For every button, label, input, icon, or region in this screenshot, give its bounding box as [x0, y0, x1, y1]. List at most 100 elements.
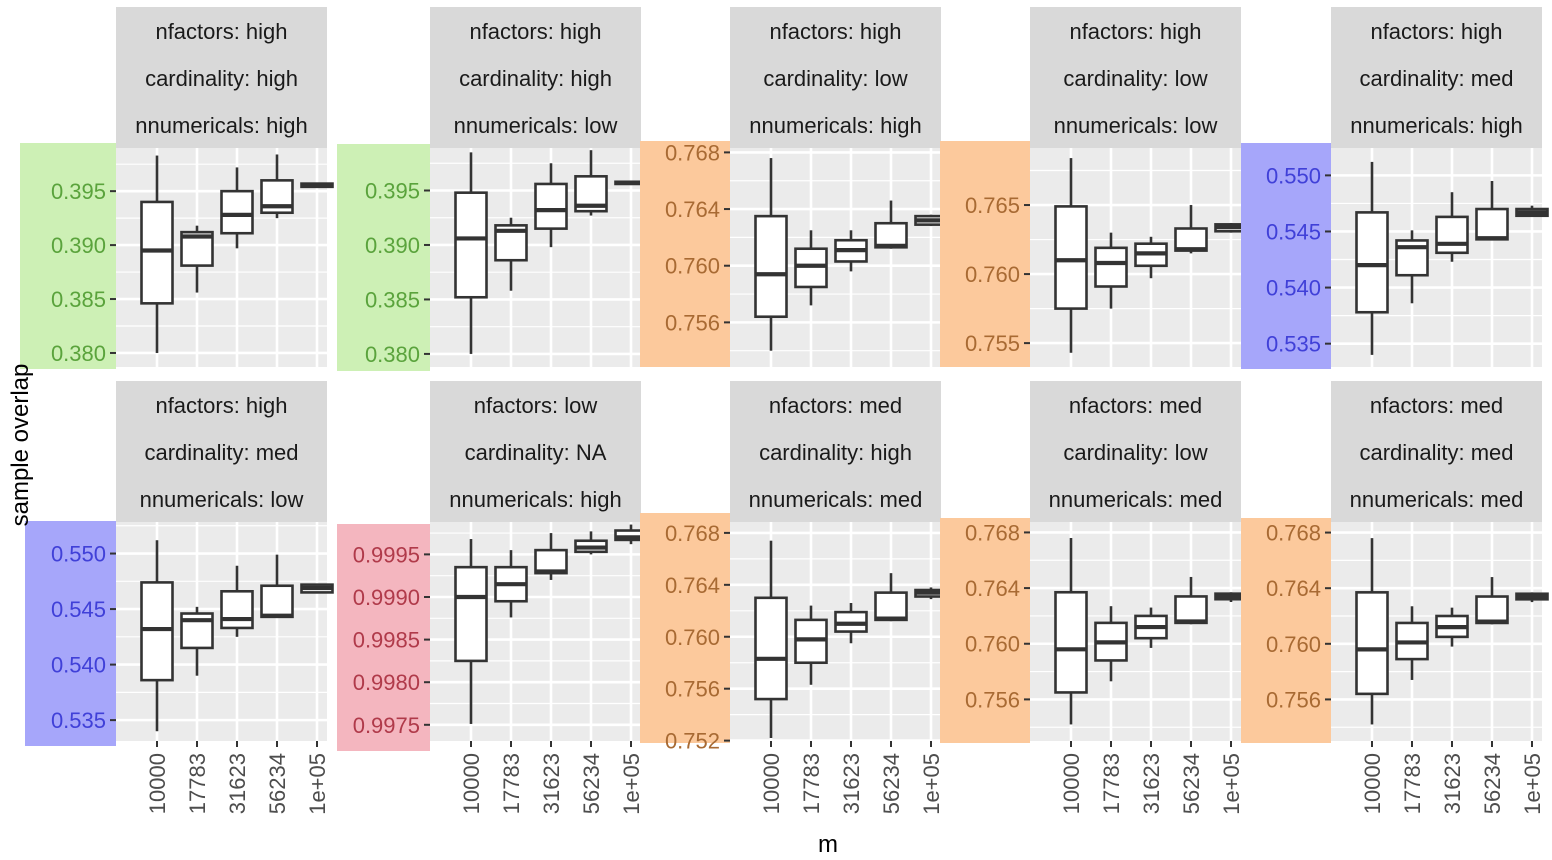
facet-strip-label: nfactors: high — [155, 19, 287, 44]
box-31623 — [534, 163, 568, 248]
facet-strip-label: nnumericals: med — [1049, 487, 1223, 512]
y-tick-label: 0.550 — [51, 542, 106, 567]
facet-strip-label: cardinality: high — [759, 440, 912, 465]
box-body — [454, 565, 488, 663]
box-17783 — [1094, 232, 1128, 309]
facet-strip-label: cardinality: low — [763, 66, 907, 91]
box-body — [874, 221, 908, 249]
box-body — [534, 182, 568, 230]
facet-panel: nfactors: high cardinality: low nnumerical… — [640, 7, 948, 367]
x-tick-label: 1e+05 — [305, 753, 330, 815]
box-body — [754, 214, 788, 319]
facet-strip-label: nnumericals: low — [140, 487, 304, 512]
facet-strip — [730, 381, 941, 522]
facet-strip-label: cardinality: low — [1063, 440, 1207, 465]
y-tick-label: 0.752 — [665, 729, 720, 754]
x-tick-label: 17783 — [499, 753, 524, 814]
box-17783 — [180, 606, 214, 676]
y-tick-label: 0.9995 — [353, 542, 420, 567]
y-tick-label: 0.756 — [665, 677, 720, 702]
y-tick-label: 0.768 — [665, 521, 720, 546]
x-tick-label: 10000 — [1360, 753, 1385, 814]
x-tick-label: 10000 — [145, 753, 170, 814]
y-tick-label: 0.760 — [965, 632, 1020, 657]
facet-panel: nfactors: high cardinality: high nnumerica… — [337, 7, 648, 371]
x-tick-label: 56234 — [265, 753, 290, 814]
facet-strip-label: cardinality: high — [459, 66, 612, 91]
box-56234 — [260, 554, 294, 619]
box-31623 — [220, 565, 254, 637]
box-56234 — [1475, 180, 1509, 241]
x-tick-label: 1e+05 — [1520, 753, 1545, 815]
box-10000 — [1054, 158, 1088, 353]
box-10000 — [754, 540, 788, 739]
facet-strip-label: nfactors: low — [474, 393, 598, 418]
box-31623 — [1435, 607, 1469, 647]
y-tick-label: 0.395 — [51, 179, 106, 204]
facet-strip — [1030, 7, 1241, 148]
x-tick-label: 56234 — [1179, 753, 1204, 814]
x-tick-label: 31623 — [539, 753, 564, 814]
y-tick-label: 0.385 — [51, 287, 106, 312]
facet-strip-label: nfactors: med — [1069, 393, 1202, 418]
y-tick-label-background — [20, 143, 116, 369]
box-body — [1054, 590, 1088, 694]
box-17783 — [1094, 606, 1128, 682]
box-body — [1355, 591, 1389, 696]
facet-strip — [116, 381, 327, 522]
facet-strip-label: nnumericals: low — [454, 113, 618, 138]
facet-strip-label: nnumericals: med — [749, 487, 923, 512]
box-17783 — [794, 605, 828, 685]
y-tick-label: 0.390 — [365, 233, 420, 258]
y-tick-label-background — [940, 518, 1030, 743]
y-tick-label: 0.550 — [1266, 163, 1321, 188]
box-body — [1475, 207, 1509, 241]
y-tick-label: 0.545 — [1266, 219, 1321, 244]
box-31623 — [1134, 236, 1168, 279]
y-tick-label: 0.760 — [1266, 632, 1321, 657]
facet-strip-label: nfactors: high — [1370, 19, 1502, 44]
box-10000 — [1355, 161, 1389, 355]
y-tick-label-background — [337, 524, 430, 751]
box-body — [140, 200, 174, 305]
x-tick-label: 56234 — [879, 753, 904, 814]
box-body — [754, 596, 788, 701]
x-tick-label: 17783 — [799, 753, 824, 814]
facet-strip-label: cardinality: med — [1359, 66, 1513, 91]
y-tick-label: 0.768 — [965, 520, 1020, 545]
box-body — [454, 191, 488, 299]
facet-strip-label: cardinality: med — [1359, 440, 1513, 465]
y-tick-label: 0.9985 — [353, 628, 420, 653]
box-1e+05 — [1515, 205, 1549, 218]
y-tick-label: 0.764 — [965, 576, 1020, 601]
y-tick-label: 0.755 — [965, 331, 1020, 356]
box-10000 — [754, 158, 788, 351]
box-body — [260, 584, 294, 619]
facet-strip-label: nfactors: med — [1370, 393, 1503, 418]
y-tick-label: 0.768 — [665, 140, 720, 165]
y-tick-label: 0.9975 — [353, 713, 420, 738]
facet-panel: nfactors: low cardinality: NA nnumericals:… — [337, 381, 648, 815]
y-tick-label: 0.764 — [1266, 576, 1321, 601]
y-tick-label: 0.535 — [51, 708, 106, 733]
box-10000 — [454, 539, 488, 724]
box-1e+05 — [300, 583, 334, 594]
box-body — [794, 247, 828, 289]
y-tick-label: 0.9980 — [353, 670, 420, 695]
facet-panel: nfactors: high cardinality: med nnumerical… — [25, 381, 334, 815]
box-56234 — [574, 150, 608, 216]
y-tick-label: 0.764 — [665, 197, 720, 222]
box-56234 — [574, 531, 608, 555]
x-tick-label: 1e+05 — [919, 753, 944, 815]
facet-strip-label: nfactors: high — [155, 393, 287, 418]
facet-strip — [1331, 7, 1542, 148]
facet-strip-label: cardinality: med — [144, 440, 298, 465]
box-10000 — [1054, 538, 1088, 725]
y-tick-label: 0.380 — [51, 341, 106, 366]
x-tick-label: 17783 — [185, 753, 210, 814]
box-56234 — [1475, 577, 1509, 625]
facet-strip-label: nfactors: high — [769, 19, 901, 44]
facet-strip-label: nnumericals: high — [749, 113, 921, 138]
box-17783 — [494, 217, 528, 291]
facet-panel: nfactors: high cardinality: med nnumerical… — [1241, 7, 1549, 369]
